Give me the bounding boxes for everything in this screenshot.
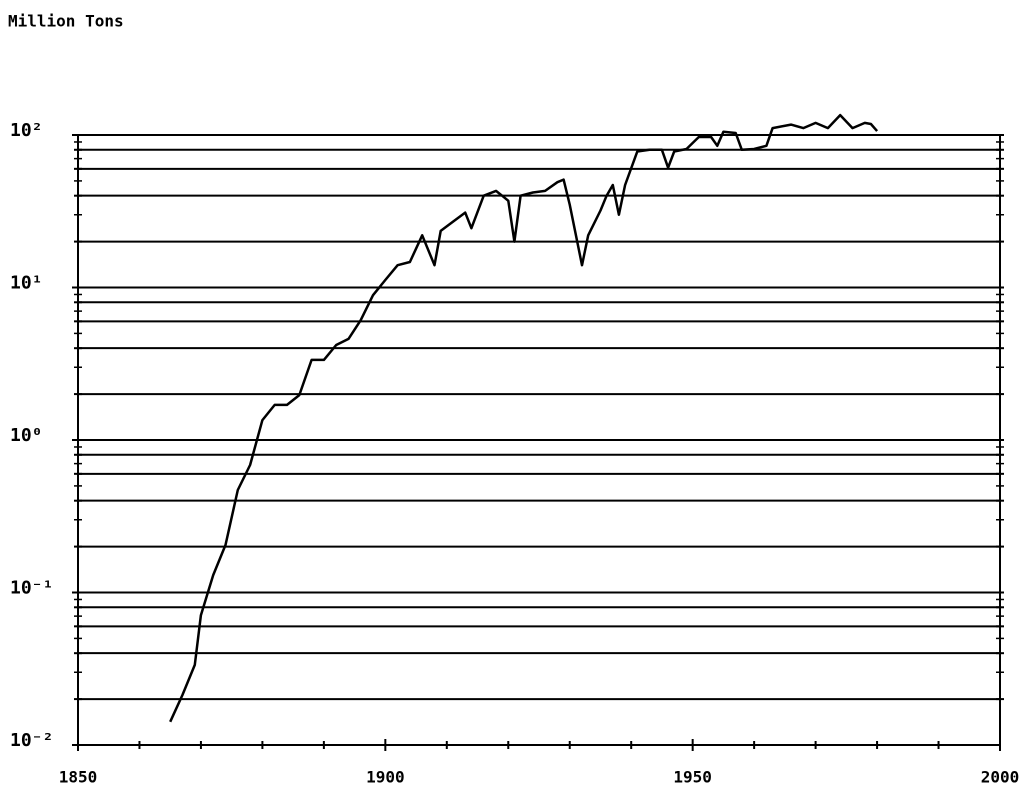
x-tick-label: 1900 — [366, 768, 405, 787]
y-tick-label: 10⁻² — [10, 730, 53, 751]
y-axis-title: Million Tons — [8, 12, 124, 31]
y-tick-label: 10² — [10, 120, 43, 141]
x-tick-label: 1850 — [59, 768, 98, 787]
y-tick-label: 10¹ — [10, 273, 43, 294]
x-tick-label: 2000 — [981, 768, 1020, 787]
data-line — [169, 113, 879, 723]
y-tick-label: 10⁰ — [10, 425, 43, 446]
x-tick-label: 1950 — [673, 768, 712, 787]
y-tick-label: 10⁻¹ — [10, 578, 53, 599]
